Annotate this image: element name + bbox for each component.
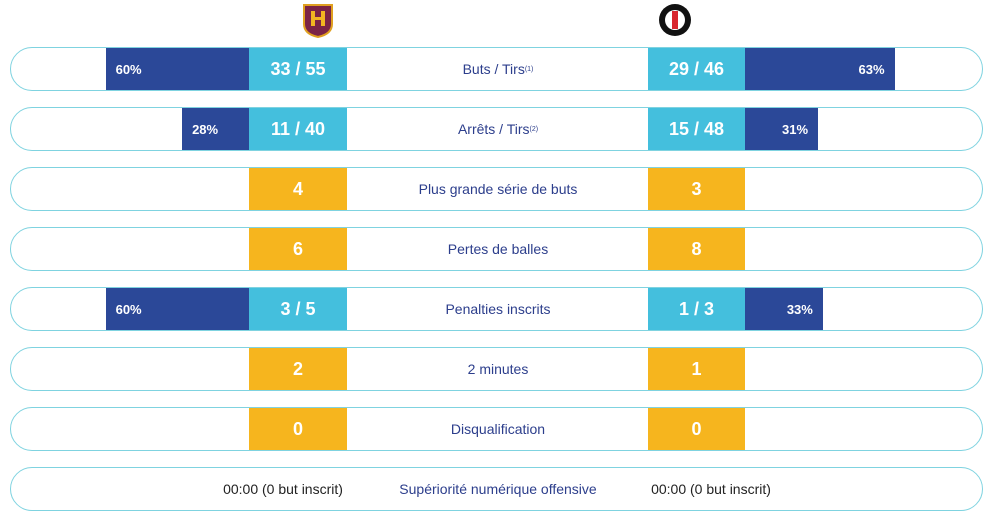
home-value: 00:00 (0 but inscrit)	[223, 481, 343, 497]
label-text: 2 minutes	[467, 361, 529, 377]
home-logo	[303, 4, 333, 38]
away-value: 1 / 3	[648, 288, 745, 330]
stat-label: Buts / Tirs (1)	[348, 48, 648, 90]
stat-label: Pertes de balles	[348, 228, 648, 270]
away-logo	[659, 4, 691, 36]
stat-row: 28% 31% 11 / 40 15 / 48 Arrêts / Tirs (2)	[10, 107, 983, 151]
stat-label: 2 minutes	[348, 348, 648, 390]
home-pct-label: 60%	[115, 301, 142, 317]
stat-row: 2 1 2 minutes	[10, 347, 983, 391]
home-bar: 60%	[105, 48, 249, 90]
away-pct-label: 63%	[858, 61, 885, 77]
stat-label: Supériorité numérique offensive	[348, 468, 648, 510]
home-value: 6	[249, 228, 347, 270]
away-value: 1	[648, 348, 745, 390]
home-value: 3 / 5	[249, 288, 347, 330]
label-text: Penalties inscrits	[445, 301, 551, 317]
stat-row: 60% 33% 3 / 5 1 / 3 Penalties inscrits	[10, 287, 983, 331]
home-bar: 60%	[105, 288, 249, 330]
label-text: Buts / Tirs	[462, 61, 525, 77]
home-value: 4	[249, 168, 347, 210]
away-value: 0	[648, 408, 745, 450]
label-text: Arrêts / Tirs	[457, 121, 530, 137]
label-text: Pertes de balles	[447, 241, 549, 257]
away-bar: 63%	[744, 48, 895, 90]
away-value: 29 / 46	[648, 48, 745, 90]
home-value: 2	[249, 348, 347, 390]
footnote-mark: (1)	[524, 65, 534, 73]
away-bar: 31%	[744, 108, 819, 150]
stat-label: Disqualification	[348, 408, 648, 450]
stat-label: Arrêts / Tirs (2)	[348, 108, 648, 150]
stat-row: 60% 63% 33 / 55 29 / 46 Buts / Tirs (1)	[10, 47, 983, 91]
stat-label: Penalties inscrits	[348, 288, 648, 330]
away-value: 15 / 48	[648, 108, 745, 150]
label-text: Plus grande série de buts	[418, 181, 578, 197]
away-value: 8	[648, 228, 745, 270]
home-pct-label: 28%	[192, 121, 219, 137]
stat-label: Plus grande série de buts	[348, 168, 648, 210]
label-text: Disqualification	[450, 421, 546, 437]
footnote-mark: (2)	[529, 125, 539, 133]
label-text: Supériorité numérique offensive	[399, 481, 597, 497]
away-pct-label: 31%	[782, 121, 809, 137]
stat-row: 0 0 Disqualification	[10, 407, 983, 451]
stat-row: 4 3 Plus grande série de buts	[10, 167, 983, 211]
home-pct-label: 60%	[115, 61, 142, 77]
home-value: 33 / 55	[249, 48, 347, 90]
away-pct-label: 33%	[786, 301, 813, 317]
away-value: 3	[648, 168, 745, 210]
away-bar: 33%	[744, 288, 823, 330]
stat-row: 00:00 (0 but inscrit) 00:00 (0 but inscri…	[10, 467, 983, 511]
stat-row: 6 8 Pertes de balles	[10, 227, 983, 271]
away-value: 00:00 (0 but inscrit)	[651, 481, 771, 497]
home-value: 0	[249, 408, 347, 450]
home-bar: 28%	[182, 108, 249, 150]
home-value: 11 / 40	[249, 108, 347, 150]
